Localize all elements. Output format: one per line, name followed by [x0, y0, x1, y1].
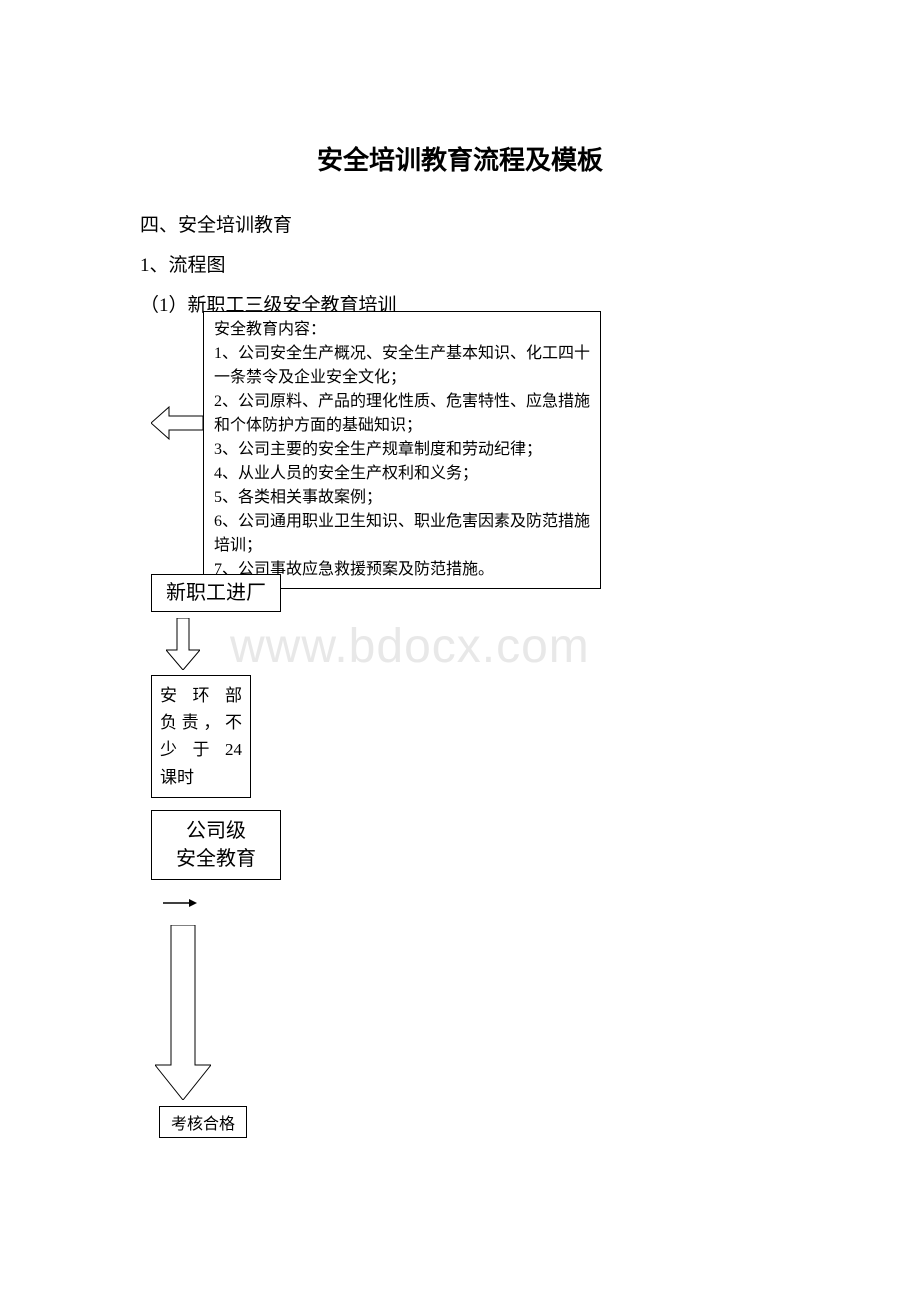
section-heading: 四、安全培训教育: [140, 207, 780, 245]
dept-line-3: 少 于 24: [160, 736, 242, 763]
content-item-4: 4、从业人员的安全生产权利和义务；: [214, 462, 590, 486]
watermark-text: www.bdocx.com: [230, 619, 590, 674]
left-arrow-icon: [151, 401, 203, 445]
content-heading: 安全教育内容：: [214, 318, 590, 342]
right-arrow-icon: [163, 897, 197, 909]
down-arrow-small-icon: [166, 618, 200, 670]
node-company-education: 公司级 安全教育: [151, 810, 281, 880]
content-box-safety-education: 安全教育内容： 1、公司安全生产概况、安全生产基本知识、化工四十一条禁令及企业安…: [203, 311, 601, 589]
company-edu-line-1: 公司级: [152, 817, 280, 845]
content-item-3: 3、公司主要的安全生产规章制度和劳动纪律；: [214, 438, 590, 462]
dept-line-4: 课时: [160, 764, 242, 791]
node-pass: 考核合格: [159, 1106, 247, 1138]
node-new-employee: 新职工进厂: [151, 574, 281, 612]
dept-line-1: 安 环 部: [160, 682, 242, 709]
content-item-2: 2、公司原料、产品的理化性质、危害特性、应急措施和个体防护方面的基础知识；: [214, 390, 590, 438]
dept-line-2: 负责，不: [160, 709, 242, 736]
page-title: 安全培训教育流程及模板: [140, 140, 780, 177]
company-edu-line-2: 安全教育: [152, 845, 280, 873]
content-item-6: 6、公司通用职业卫生知识、职业危害因素及防范措施培训；: [214, 510, 590, 558]
content-item-1: 1、公司安全生产概况、安全生产基本知识、化工四十一条禁令及企业安全文化；: [214, 342, 590, 390]
node-department: 安 环 部 负责，不 少 于 24 课时: [151, 675, 251, 798]
subsection-1: 1、流程图: [140, 247, 780, 285]
down-arrow-large-icon: [155, 925, 211, 1100]
content-item-5: 5、各类相关事故案例；: [214, 486, 590, 510]
